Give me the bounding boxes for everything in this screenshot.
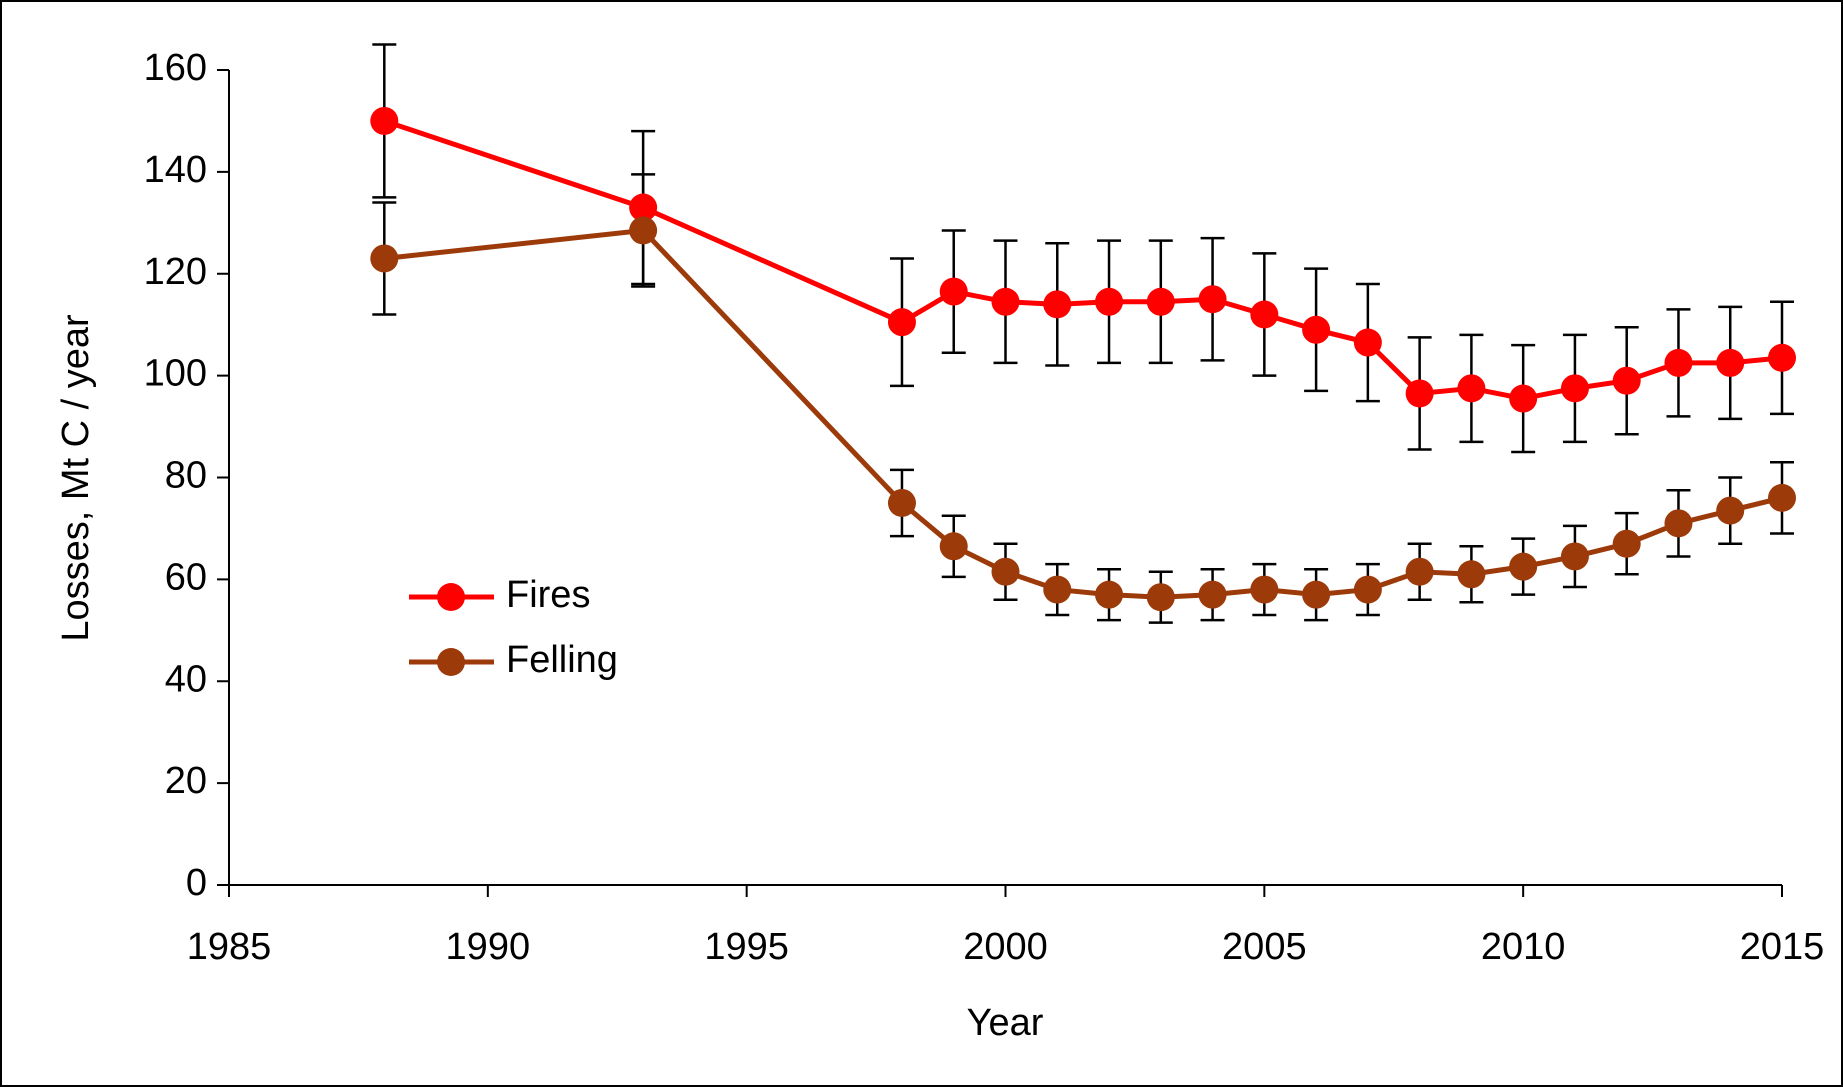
- marker: [939, 532, 968, 561]
- y-tick-label: 60: [165, 556, 207, 598]
- y-tick-label: 160: [144, 47, 207, 89]
- marker: [1664, 509, 1693, 538]
- x-tick-label: 1995: [704, 926, 789, 968]
- marker: [629, 193, 658, 222]
- y-tick-label: 40: [165, 658, 207, 700]
- x-tick-label: 2000: [963, 926, 1048, 968]
- x-tick-label: 1990: [446, 926, 531, 968]
- legend-marker: [437, 583, 465, 611]
- marker: [1664, 348, 1693, 377]
- marker: [1250, 300, 1279, 329]
- x-axis-label: Year: [967, 1002, 1044, 1044]
- marker: [1716, 496, 1745, 525]
- y-tick-label: 80: [165, 455, 207, 497]
- marker: [1509, 552, 1538, 581]
- marker: [1405, 557, 1434, 586]
- marker: [1043, 575, 1072, 604]
- legend-label: Fires: [506, 574, 590, 616]
- marker: [1198, 580, 1227, 609]
- marker: [1250, 575, 1279, 604]
- marker: [1302, 580, 1331, 609]
- y-tick-label: 0: [186, 862, 207, 904]
- marker: [1302, 315, 1331, 344]
- legend-marker: [437, 648, 465, 676]
- x-tick-label: 2015: [1740, 926, 1825, 968]
- marker: [370, 106, 399, 135]
- y-tick-label: 120: [144, 251, 207, 293]
- marker: [1353, 575, 1382, 604]
- marker: [1146, 287, 1175, 316]
- marker: [1043, 290, 1072, 319]
- marker: [1768, 483, 1796, 512]
- marker: [1198, 285, 1227, 314]
- marker: [1095, 287, 1124, 316]
- marker: [629, 216, 658, 245]
- marker: [991, 287, 1020, 316]
- marker: [1146, 583, 1175, 612]
- marker: [1405, 379, 1434, 408]
- marker: [939, 277, 968, 306]
- x-tick-label: 1985: [187, 926, 272, 968]
- y-tick-label: 140: [144, 149, 207, 191]
- y-tick-label: 100: [144, 353, 207, 395]
- marker: [1612, 366, 1641, 395]
- marker: [1457, 560, 1486, 589]
- legend-label: Felling: [506, 639, 618, 681]
- marker: [1095, 580, 1124, 609]
- marker: [1612, 529, 1641, 558]
- x-tick-label: 2005: [1222, 926, 1307, 968]
- y-axis-label: Losses, Mt C / year: [55, 314, 97, 642]
- marker: [1560, 542, 1589, 571]
- marker: [887, 488, 916, 517]
- marker: [370, 244, 399, 273]
- marker: [1768, 343, 1796, 372]
- marker: [1716, 348, 1745, 377]
- marker: [887, 308, 916, 337]
- y-tick-label: 20: [165, 760, 207, 802]
- marker: [1509, 384, 1538, 413]
- marker: [1457, 374, 1486, 403]
- marker: [1353, 328, 1382, 357]
- x-tick-label: 2010: [1481, 926, 1566, 968]
- marker: [1560, 374, 1589, 403]
- marker: [991, 557, 1020, 586]
